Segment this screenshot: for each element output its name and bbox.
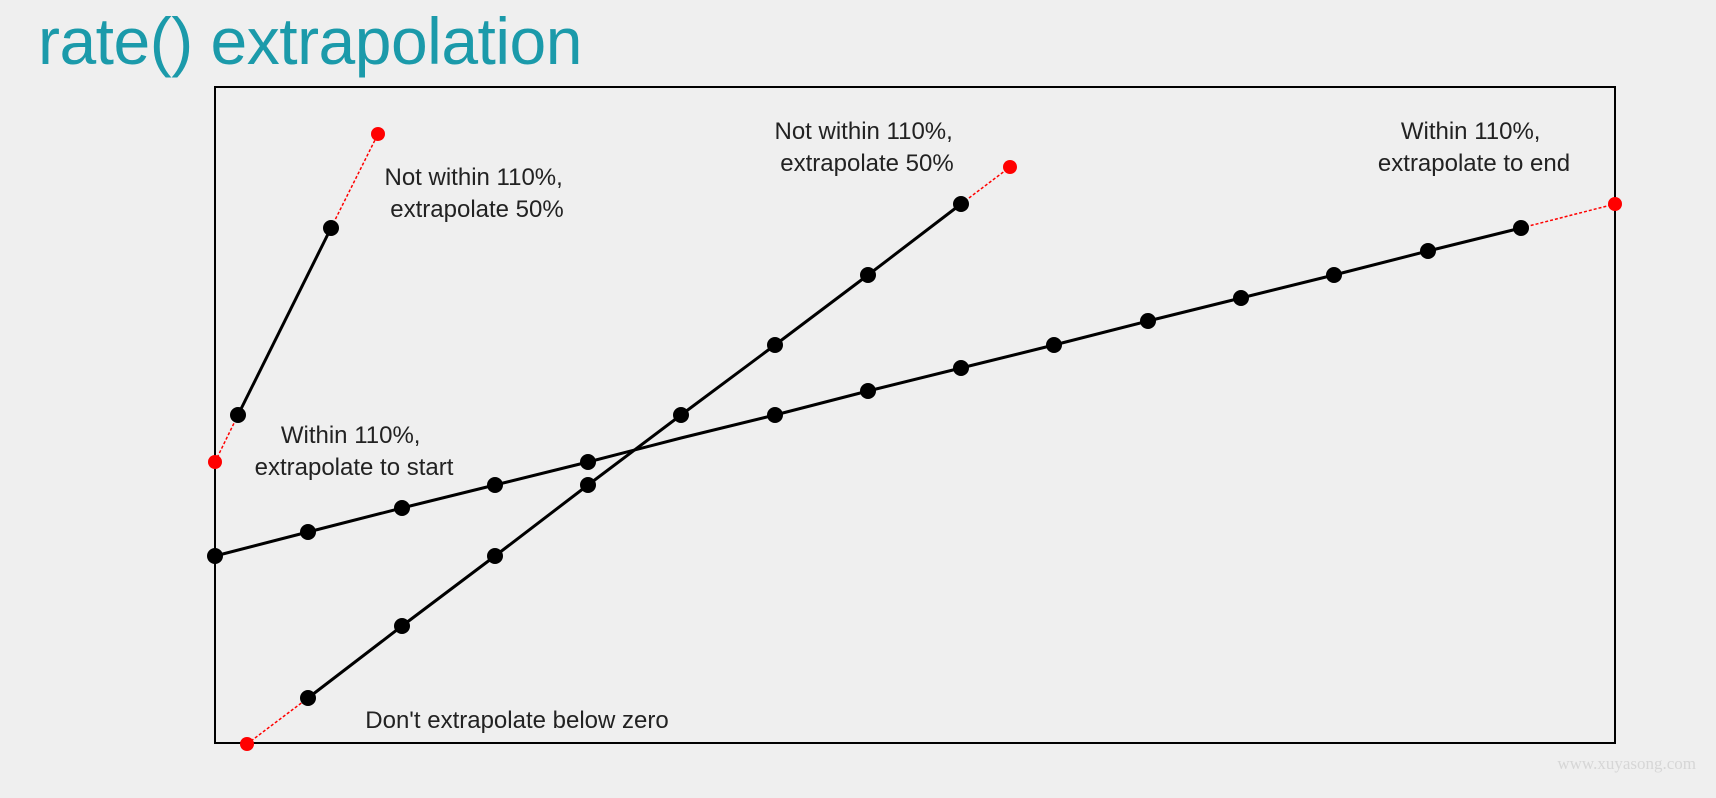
- annotation-mid-end: Not within 110%, extrapolate 50%: [775, 118, 960, 177]
- annotation-steep-start: Within 110%, extrapolate to start: [255, 422, 454, 481]
- steep-series-extrapolated-point: [208, 455, 222, 469]
- annotation-steep-start-line-1: Within 110%,: [281, 422, 421, 449]
- mid-series-sample: [300, 690, 316, 706]
- annotation-steep-start-line-2: extrapolate to start: [255, 454, 454, 481]
- slow-series-extrapolated-point: [1608, 197, 1622, 211]
- steep-series-extrapolation-start: [214, 414, 239, 463]
- steep-series-sample: [323, 220, 339, 236]
- mid-series-sample: [580, 477, 596, 493]
- mid-series-extrapolated-point: [1003, 160, 1017, 174]
- slow-series-sample: [300, 524, 316, 540]
- slow-series-sample: [580, 454, 596, 470]
- mid-series-sample: [487, 548, 503, 564]
- annotation-slow-end: Within 110%, extrapolate to end: [1378, 118, 1570, 177]
- slow-series-sample: [1140, 313, 1156, 329]
- slide-title: rate() extrapolation: [38, 4, 582, 78]
- slow-series-sample: [1420, 243, 1436, 259]
- mid-series-sample: [394, 618, 410, 634]
- watermark: www.xuyasong.com: [1557, 754, 1696, 773]
- steep-series-line: [236, 227, 333, 416]
- slow-series-sample: [1326, 267, 1342, 283]
- annotation-steep-end-line-2: extrapolate 50%: [390, 196, 563, 223]
- steep-series: [208, 127, 385, 469]
- steep-series-extrapolation-end: [330, 133, 379, 229]
- mid-series-extrapolated-point: [240, 737, 254, 751]
- annotation-mid-end-line-2: extrapolate 50%: [780, 150, 953, 177]
- annotation-slow-end-line-1: Within 110%,: [1401, 118, 1541, 145]
- slow-series-sample: [953, 360, 969, 376]
- slow-series-sample: [1046, 337, 1062, 353]
- slow-series-sample: [1513, 220, 1529, 236]
- slow-series-sample: [860, 383, 876, 399]
- annotation-mid-end-line-1: Not within 110%,: [775, 118, 953, 145]
- mid-series-sample: [860, 267, 876, 283]
- slow-series-sample: [207, 548, 223, 564]
- slow-series-sample: [394, 500, 410, 516]
- mid-series-sample: [767, 337, 783, 353]
- annotation-mid-start-line-1: Don't extrapolate below zero: [365, 707, 668, 734]
- slow-series-extrapolation-end: [1520, 203, 1616, 229]
- steep-series-extrapolated-point: [371, 127, 385, 141]
- mid-series-extrapolation-start: [246, 697, 309, 745]
- annotation-steep-end: Not within 110%, extrapolate 50%: [385, 164, 570, 223]
- slow-series-sample: [487, 477, 503, 493]
- annotation-slow-end-line-2: extrapolate to end: [1378, 150, 1570, 177]
- mid-series-sample: [673, 407, 689, 423]
- mid-series-sample: [953, 196, 969, 212]
- slow-series-sample: [767, 407, 783, 423]
- mid-series-extrapolation-end: [960, 166, 1011, 205]
- steep-series-sample: [230, 407, 246, 423]
- plot-frame: [214, 86, 1616, 744]
- slow-series-sample: [1233, 290, 1249, 306]
- slow-series: [207, 197, 1622, 564]
- annotation-steep-end-line-1: Not within 110%,: [385, 164, 563, 191]
- annotation-mid-start: Don't extrapolate below zero: [365, 707, 668, 734]
